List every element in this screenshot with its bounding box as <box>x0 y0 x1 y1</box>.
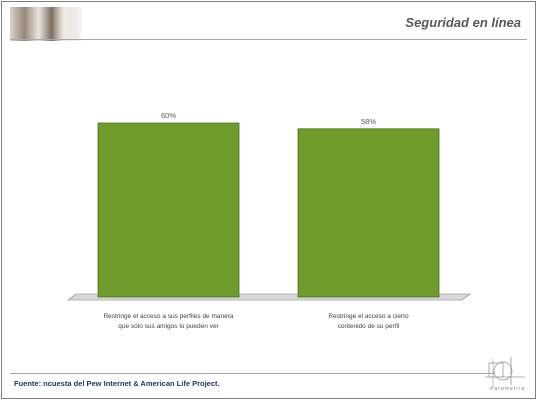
header-photo <box>10 7 82 41</box>
footer-divider <box>10 373 495 374</box>
category-label-2-line-1: Restringe el acceso a cierto <box>328 313 409 320</box>
category-label-1-line-2: que sólo sus amigos lo pueden ver <box>118 323 219 330</box>
parametria-logo-icon <box>485 357 525 385</box>
bar-1 <box>97 122 240 298</box>
source-note: Fuente: ncuesta del Pew Internet & Ameri… <box>14 379 220 388</box>
bar-2 <box>297 128 440 298</box>
data-label-2: 58% <box>361 117 376 126</box>
chart-labels: 60% Restringe el acceso a sus perfiles de… <box>103 111 409 330</box>
category-label-1-line-1: Restringe el acceso a sus perfiles de ma… <box>103 313 233 320</box>
chart-bars <box>97 122 440 298</box>
data-label-1: 60% <box>161 111 176 120</box>
header-divider <box>10 39 527 40</box>
logo-text: Parametría <box>490 386 525 392</box>
page-title: Seguridad en línea <box>405 15 521 30</box>
header-photo-fade <box>52 7 82 41</box>
category-label-2-line-2: contenido de su perfil <box>338 323 400 330</box>
